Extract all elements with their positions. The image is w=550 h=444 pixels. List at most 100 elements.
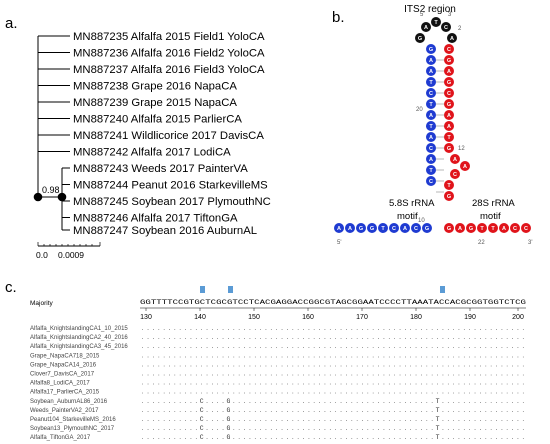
- base-letter: G: [447, 194, 451, 200]
- conserved-dot: .: [387, 434, 391, 441]
- ruler-label: 160: [302, 314, 314, 321]
- base-letter: A: [429, 69, 433, 75]
- conserved-dot: .: [409, 343, 413, 350]
- conserved-dot: .: [264, 398, 268, 405]
- conserved-dot: .: [329, 398, 333, 405]
- conserved-dot: .: [296, 416, 300, 423]
- conserved-dot: .: [463, 380, 467, 387]
- conserved-dot: .: [511, 371, 515, 378]
- conserved-dot: .: [264, 352, 268, 359]
- conserved-dot: .: [243, 407, 247, 414]
- conserved-dot: .: [355, 407, 359, 414]
- conserved-dot: .: [323, 398, 327, 405]
- conserved-dot: .: [420, 434, 424, 441]
- conserved-dot: .: [232, 343, 236, 350]
- conserved-dot: .: [511, 343, 515, 350]
- alignment-row-name: Alfalfa17_ParlierCA_2015: [30, 390, 100, 396]
- conserved-dot: .: [366, 325, 370, 332]
- conserved-dot: .: [157, 361, 161, 368]
- conserved-dot: .: [253, 361, 257, 368]
- conserved-dot: .: [420, 389, 424, 396]
- conserved-dot: .: [205, 334, 209, 341]
- conserved-dot: .: [473, 398, 477, 405]
- conserved-dot: .: [184, 407, 188, 414]
- conserved-dot: .: [500, 434, 504, 441]
- base-letter: A: [453, 157, 457, 163]
- base-letter: T: [429, 102, 433, 108]
- taxon-labels: MN887235 Alfalfa 2015 Field1 YoloCA MN88…: [73, 31, 271, 237]
- conserved-dot: .: [479, 398, 483, 405]
- conserved-dot: .: [463, 407, 467, 414]
- conserved-dot: .: [511, 389, 515, 396]
- base-letter: C: [524, 226, 528, 232]
- conserved-dot: .: [168, 352, 172, 359]
- conserved-dot: .: [329, 416, 333, 423]
- base-node: [431, 17, 441, 27]
- conserved-dot: .: [414, 325, 418, 332]
- conserved-dot: .: [361, 407, 365, 414]
- conserved-dot: .: [296, 398, 300, 405]
- taxon-label: MN887240 Alfalfa 2015 ParlierCA: [73, 114, 242, 126]
- conserved-dot: .: [275, 343, 279, 350]
- conserved-dot: .: [489, 389, 493, 396]
- conserved-dot: .: [468, 343, 472, 350]
- conserved-dot: .: [516, 334, 520, 341]
- conserved-dot: .: [463, 371, 467, 378]
- conserved-dot: .: [468, 380, 472, 387]
- conserved-dot: .: [484, 325, 488, 332]
- conserved-dot: .: [318, 416, 322, 423]
- conserved-dot: .: [457, 380, 461, 387]
- conserved-dot: .: [441, 407, 445, 414]
- conserved-dot: .: [420, 380, 424, 387]
- conserved-dot: .: [318, 371, 322, 378]
- conserved-dot: .: [302, 371, 306, 378]
- conserved-dot: .: [162, 407, 166, 414]
- conserved-dot: .: [387, 425, 391, 432]
- conserved-dot: .: [291, 398, 295, 405]
- conserved-dot: .: [243, 325, 247, 332]
- conserved-dot: .: [141, 325, 145, 332]
- conserved-dot: .: [146, 416, 150, 423]
- conserved-dot: .: [441, 352, 445, 359]
- taxon-label: MN887235 Alfalfa 2015 Field1 YoloCA: [73, 31, 265, 43]
- base-letter: G: [359, 226, 363, 232]
- conserved-dot: .: [350, 389, 354, 396]
- base-letter: A: [429, 135, 433, 141]
- conserved-dot: .: [259, 407, 263, 414]
- conserved-dot: .: [302, 343, 306, 350]
- conserved-dot: .: [430, 416, 434, 423]
- conserved-dot: .: [264, 407, 268, 414]
- conserved-dot: .: [371, 425, 375, 432]
- conserved-dot: .: [404, 434, 408, 441]
- conserved-dot: .: [189, 380, 193, 387]
- strand-end-label: 5': [337, 240, 341, 246]
- conserved-dot: .: [275, 407, 279, 414]
- hairpin-loop: G A T C A 2 5' 3': [415, 12, 462, 43]
- conserved-dot: .: [184, 434, 188, 441]
- conserved-dot: .: [516, 352, 520, 359]
- conserved-dot: .: [479, 425, 483, 432]
- conserved-dot: .: [243, 343, 247, 350]
- ruler-label: 200: [512, 314, 524, 321]
- conserved-dot: .: [463, 398, 467, 405]
- conserved-dot: .: [350, 325, 354, 332]
- base-letter: A: [429, 58, 433, 64]
- conserved-dot: .: [505, 380, 509, 387]
- conserved-dot: .: [329, 380, 333, 387]
- conserved-dot: .: [414, 380, 418, 387]
- conserved-dot: .: [377, 371, 381, 378]
- conserved-dot: .: [323, 434, 327, 441]
- conserved-dot: .: [221, 343, 225, 350]
- conserved-dot: .: [227, 343, 231, 350]
- conserved-dot: .: [500, 398, 504, 405]
- conserved-dot: .: [425, 352, 429, 359]
- base-letter: C: [429, 146, 433, 152]
- conserved-dot: .: [211, 343, 215, 350]
- conserved-dot: .: [173, 425, 177, 432]
- conserved-dot: .: [227, 371, 231, 378]
- conserved-dot: .: [232, 425, 236, 432]
- base-letter: C: [429, 91, 433, 97]
- conserved-dot: .: [253, 334, 257, 341]
- conserved-dot: .: [436, 389, 440, 396]
- conserved-dot: .: [146, 425, 150, 432]
